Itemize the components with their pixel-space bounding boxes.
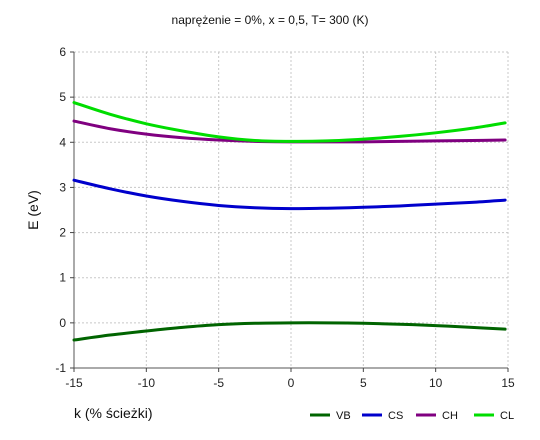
x-tick-label: -10 xyxy=(138,376,156,390)
legend-label-cs: CS xyxy=(388,410,403,422)
series-lines xyxy=(72,101,507,342)
y-tick-label: 6 xyxy=(59,45,66,59)
x-tick-label: 5 xyxy=(360,376,367,390)
y-ticks: -1 0 1 2 3 4 5 6 xyxy=(55,45,74,375)
series-line-cs xyxy=(72,178,507,211)
y-tick-label: 5 xyxy=(59,90,66,104)
y-tick-label: 2 xyxy=(59,226,66,240)
x-tick-label: -5 xyxy=(213,376,224,390)
y-tick-label: 4 xyxy=(59,135,66,149)
x-ticks: -15 -10 -5 0 5 10 15 xyxy=(65,368,515,390)
legend-label-cl: CL xyxy=(500,410,514,422)
series-line-cl xyxy=(72,101,507,143)
y-tick-label: 3 xyxy=(59,180,66,194)
legend-label-ch: CH xyxy=(442,410,458,422)
series-line-vb xyxy=(72,321,507,342)
x-tick-label: -15 xyxy=(65,376,83,390)
x-axis-label: k (% ścieżki) xyxy=(74,405,153,421)
y-tick-label: 1 xyxy=(59,271,66,285)
x-tick-label: 0 xyxy=(288,376,295,390)
y-tick-label: -1 xyxy=(55,361,66,375)
x-tick-label: 15 xyxy=(501,376,515,390)
legend: VB CS CH CL xyxy=(310,410,514,422)
legend-label-vb: VB xyxy=(336,410,351,422)
y-axis-label: E (eV) xyxy=(25,190,41,230)
x-tick-label: 10 xyxy=(429,376,443,390)
chart-title: naprężenie = 0%, x = 0,5, T= 300 (K) xyxy=(172,13,369,27)
y-tick-label: 0 xyxy=(59,316,66,330)
